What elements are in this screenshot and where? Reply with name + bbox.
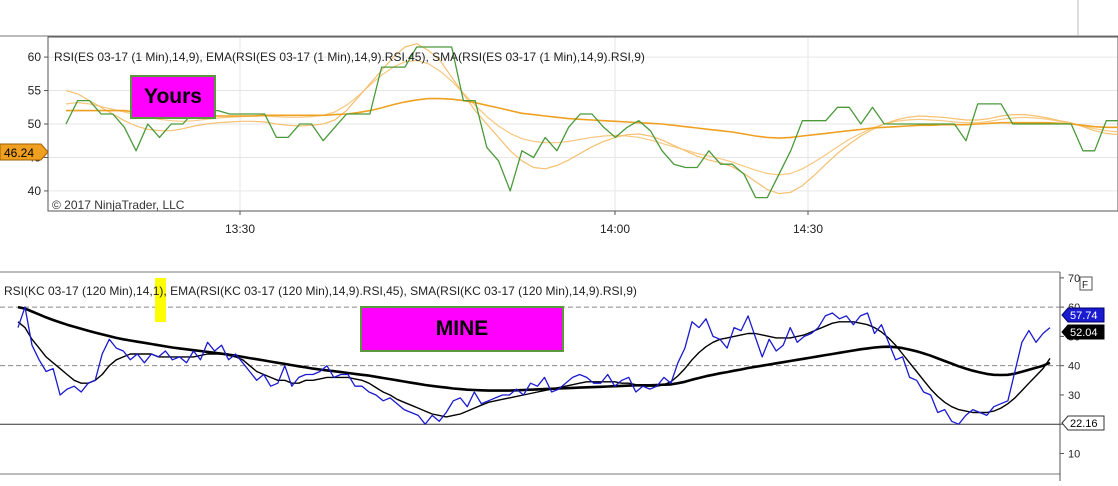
top-y-tick-label: 60 bbox=[28, 50, 42, 64]
top-indicator-label: RSI(ES 03-17 (1 Min),14,9), EMA(RSI(ES 0… bbox=[54, 50, 645, 64]
corner-button[interactable]: F bbox=[1079, 276, 1093, 291]
value-badge-2: 52.04 bbox=[1061, 324, 1105, 340]
top-x-tick-label: 13:30 bbox=[225, 222, 255, 236]
value-badge-1-text: 57.74 bbox=[1070, 310, 1098, 322]
yours-callout: Yours bbox=[130, 75, 216, 119]
bottom-y-tick-label: 40 bbox=[1068, 361, 1080, 373]
top-x-tick-label: 14:30 bbox=[793, 222, 823, 236]
value-badge-3-text: 22.16 bbox=[1070, 418, 1098, 430]
top-series-sma bbox=[65, 43, 1118, 195]
value-badge-3: 22.16 bbox=[1061, 415, 1105, 431]
bottom-y-tick-label: 30 bbox=[1068, 390, 1080, 402]
value-badge-1: 57.74 bbox=[1061, 307, 1105, 323]
bottom-indicator-label: RSI(KC 03-17 (120 Min),14,1), EMA(RSI(KC… bbox=[4, 284, 637, 298]
current-value-text: 46.24 bbox=[4, 146, 34, 160]
bottom-series-rsi bbox=[17, 306, 1051, 425]
value-badge-2-text: 52.04 bbox=[1070, 327, 1098, 339]
bottom-chart-svg: 10203040506070 RSI(KC 03-17 (120 Min),14… bbox=[0, 271, 1105, 481]
mine-callout: MINE bbox=[360, 306, 564, 352]
copyright-text: © 2017 NinjaTrader, LLC bbox=[52, 198, 185, 212]
bottom-y-tick-label: 70 bbox=[1068, 273, 1080, 285]
top-series-rsi bbox=[65, 46, 1118, 199]
top-y-tick-label: 55 bbox=[28, 84, 42, 98]
top-x-tick-label: 14:00 bbox=[600, 222, 630, 236]
bottom-y-tick-label: 10 bbox=[1068, 449, 1080, 461]
highlight-marker bbox=[155, 278, 166, 322]
bottom-chart-panel: 10203040506070 RSI(KC 03-17 (120 Min),14… bbox=[0, 264, 1118, 481]
top-series-ema bbox=[66, 97, 1118, 139]
top-y-tick-label: 50 bbox=[28, 117, 42, 131]
bottom-series-ema bbox=[17, 305, 1051, 392]
current-value-badge: 46.24 bbox=[0, 143, 49, 161]
corner-button-label[interactable]: F bbox=[1082, 280, 1088, 291]
top-y-tick-label: 40 bbox=[28, 184, 42, 198]
